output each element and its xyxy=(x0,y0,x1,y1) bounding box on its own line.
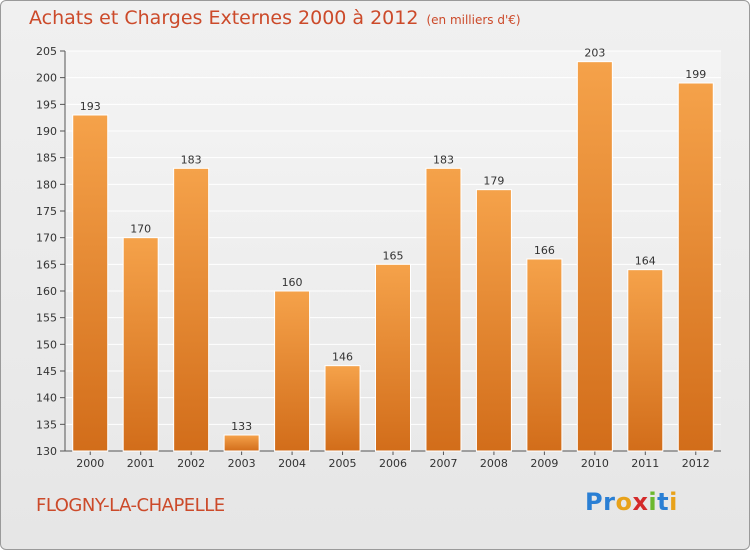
chart-subtitle: (en milliers d'€) xyxy=(426,13,521,27)
logo-letter: t xyxy=(657,488,670,516)
town-name: FLOGNY-LA-CHAPELLE xyxy=(36,495,225,516)
y-tick-label: 185 xyxy=(36,152,57,165)
value-label-2010: 203 xyxy=(584,47,605,60)
x-tick-label-2011: 2011 xyxy=(631,457,659,470)
value-label-2007: 183 xyxy=(433,153,454,166)
value-label-2009: 166 xyxy=(534,244,555,257)
y-tick-label: 180 xyxy=(36,178,57,191)
y-tick-label: 145 xyxy=(36,365,57,378)
value-label-2012: 199 xyxy=(685,68,706,81)
y-tick-label: 170 xyxy=(36,232,57,245)
y-tick-label: 205 xyxy=(36,45,57,58)
value-label-2005: 146 xyxy=(332,351,353,364)
bar-2010 xyxy=(576,61,613,452)
y-tick-label: 160 xyxy=(36,285,57,298)
x-tick-label-2006: 2006 xyxy=(379,457,407,470)
bar-2002 xyxy=(173,167,210,452)
y-tick-label: 165 xyxy=(36,258,57,271)
x-tick-label-2000: 2000 xyxy=(76,457,104,470)
logo-letter: i xyxy=(669,488,678,516)
bar-2009 xyxy=(526,258,563,452)
value-label-2001: 170 xyxy=(130,223,151,236)
value-labels: 193 170 183 133 160 146 165 183 179 166 203 164 199 xyxy=(80,47,707,433)
bar-2008 xyxy=(475,189,512,452)
value-label-2006: 165 xyxy=(383,249,404,262)
bar-2006 xyxy=(375,263,411,452)
x-tick-label-2008: 2008 xyxy=(480,457,508,470)
logo-letter: P xyxy=(585,488,604,516)
x-tick-label-2003: 2003 xyxy=(228,457,256,470)
x-tick-label-2005: 2005 xyxy=(329,457,357,470)
y-tick-label: 140 xyxy=(36,392,57,405)
y-tick-label: 195 xyxy=(36,98,57,111)
x-tick-label-2001: 2001 xyxy=(127,457,155,470)
chart-title-text: Achats et Charges Externes 2000 à 2012 xyxy=(29,7,419,29)
proxiti-logo: Proxiti xyxy=(585,488,678,516)
x-tick-label-2004: 2004 xyxy=(278,457,306,470)
bar-2000 xyxy=(72,114,109,452)
y-tick-label: 135 xyxy=(36,418,57,431)
bar-2004 xyxy=(274,290,311,452)
bar-2011 xyxy=(627,269,664,452)
y-tick-label: 175 xyxy=(36,205,57,218)
y-tick-label: 150 xyxy=(36,338,57,351)
bars xyxy=(72,61,714,452)
y-tick-label: 130 xyxy=(36,445,57,458)
chart-title: Achats et Charges Externes 2000 à 2012 (e… xyxy=(29,7,521,29)
bar-2005 xyxy=(324,365,361,452)
x-tick-label-2009: 2009 xyxy=(530,457,558,470)
value-label-2002: 183 xyxy=(181,153,202,166)
x-tick-label-2007: 2007 xyxy=(429,457,457,470)
y-tick-label: 200 xyxy=(36,72,57,85)
value-label-2004: 160 xyxy=(282,276,303,289)
x-tick-label-2002: 2002 xyxy=(177,457,205,470)
y-tick-label: 190 xyxy=(36,125,57,138)
x-tick-label-2010: 2010 xyxy=(581,457,609,470)
value-label-2000: 193 xyxy=(80,100,101,113)
value-label-2011: 164 xyxy=(635,255,656,268)
axes: 130 135 140 145 150 155 160 165 170 175 180 185 190 1… xyxy=(36,45,721,470)
bar-2007 xyxy=(425,167,462,452)
bar-2012 xyxy=(677,82,714,452)
value-label-2003: 133 xyxy=(231,420,252,433)
logo-letter: o xyxy=(615,488,633,516)
bar-2001 xyxy=(122,237,159,452)
y-tick-label: 155 xyxy=(36,312,57,325)
value-label-2008: 179 xyxy=(483,175,504,188)
x-tick-label-2012: 2012 xyxy=(682,457,710,470)
bar-2003 xyxy=(223,434,260,452)
logo-letter: i xyxy=(648,488,658,516)
logo-letter: r xyxy=(603,488,616,516)
logo-letter: x xyxy=(632,488,649,516)
